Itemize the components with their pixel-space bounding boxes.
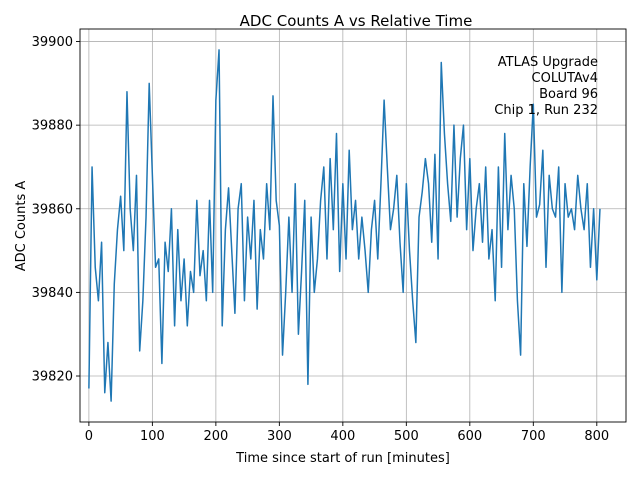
annotation-box: ATLAS Upgrade COLUTAv4 Board 96 Chip 1, … <box>494 55 598 118</box>
annotation-line-1: ATLAS Upgrade <box>498 55 598 70</box>
plot-area <box>79 28 627 423</box>
x-tick-label: 400 <box>330 429 355 444</box>
x-tick-label: 200 <box>203 429 228 444</box>
x-tick-label: 800 <box>584 429 609 444</box>
x-axis-label: Time since start of run [minutes] <box>235 451 450 466</box>
annotation-line-3: Board 96 <box>539 87 598 102</box>
annotation-line-2: COLUTAv4 <box>532 71 598 86</box>
annotation-line-4: Chip 1, Run 232 <box>494 103 598 118</box>
x-tick-label: 600 <box>457 429 482 444</box>
chart-title: ADC Counts A vs Relative Time <box>240 12 473 30</box>
x-tick-label: 300 <box>267 429 292 444</box>
x-tick-label: 500 <box>394 429 419 444</box>
y-axis-label: ADC Counts A <box>14 181 29 272</box>
y-tick-label: 39820 <box>32 370 73 385</box>
series-line-adc-counts-a <box>88 49 601 402</box>
y-tick-label: 39900 <box>32 35 73 50</box>
x-tick-label: 700 <box>521 429 546 444</box>
x-axis-ticks: 0 100 200 300 400 500 600 700 800 <box>85 422 609 444</box>
x-tick-label: 0 <box>85 429 93 444</box>
y-tick-label: 39840 <box>32 286 73 301</box>
x-tick-label: 100 <box>140 429 165 444</box>
y-axis-ticks: 39820 39840 39860 39880 39900 <box>32 35 80 385</box>
y-tick-label: 39880 <box>32 119 73 134</box>
y-tick-label: 39860 <box>32 202 73 217</box>
